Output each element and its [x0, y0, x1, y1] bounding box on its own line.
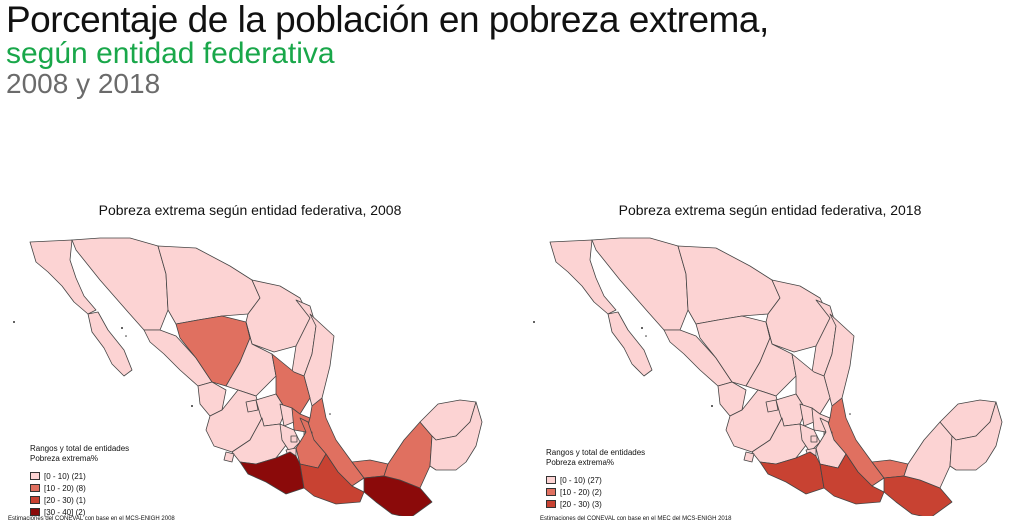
page-years: 2008 y 2018: [6, 68, 161, 99]
state-cdmx: [810, 435, 818, 443]
map-islands-2008: [13, 321, 331, 415]
legend-swatch: [30, 496, 40, 504]
legend-swatch: [546, 500, 556, 508]
state-aguascalientes: [245, 399, 259, 413]
legend-title-2008: Rangos y total de entidades: [30, 444, 130, 453]
legend-label: [30 - 40] (2): [44, 507, 86, 517]
legend-item: [10 - 20) (8): [30, 482, 129, 494]
state-quintana-roo: [949, 401, 1003, 471]
state-chihuahua: [677, 245, 781, 325]
legend-subtitle-2008: Pobreza extrema%: [30, 454, 99, 463]
legend-title-2018: Rangos y total de entidades: [546, 448, 646, 457]
legend-label: [20 - 30) (1): [44, 495, 86, 505]
state-chihuahua: [157, 245, 261, 325]
legend-swatch: [30, 472, 40, 480]
state-sonora: [71, 237, 169, 331]
legend-swatch: [546, 476, 556, 484]
source-note-2008: Estimaciones del CONEVAL con base en el …: [8, 516, 175, 522]
map-islands-2018: [533, 321, 851, 415]
legend-item: [20 - 30) (3): [546, 498, 645, 510]
legend-items-2018: [0 - 10) (27) [10 - 20) (2) [20 - 30) (3): [546, 474, 645, 510]
map-panel-2008: Pobreza extrema según entidad federativa…: [0, 196, 500, 532]
state-campeche: [383, 421, 433, 489]
state-baja-california: [549, 239, 617, 315]
state-sonora: [591, 237, 689, 331]
state-estado-de-mexico: [279, 423, 301, 453]
legend-swatch: [30, 508, 40, 516]
state-quintana-roo: [429, 401, 483, 471]
legend-label: [0 - 10) (21): [44, 471, 86, 481]
legend-label: [10 - 20) (2): [560, 487, 602, 497]
page-subtitle: según entidad federativa: [6, 37, 335, 70]
legend-item: [0 - 10) (27): [546, 474, 645, 486]
state-colima: [223, 451, 235, 463]
map-title-2008: Pobreza extrema según entidad federativa…: [98, 202, 402, 218]
mexico-map-2018: [533, 237, 1003, 516]
title-block: Porcentaje de la población en pobreza ex…: [6, 0, 769, 100]
legend-item: [30 - 40] (2): [30, 506, 129, 518]
legend-items-2008: [0 - 10) (21) [10 - 20) (8) [20 - 30) (1) […: [30, 470, 129, 518]
map-title-2018: Pobreza extrema según entidad federativa…: [618, 202, 922, 218]
state-estado-de-mexico: [799, 423, 821, 453]
legend-item: [20 - 30) (1): [30, 494, 129, 506]
state-baja-california: [29, 239, 97, 315]
legend-item: [0 - 10) (21): [30, 470, 129, 482]
legend-subtitle-2018: Pobreza extrema%: [546, 458, 615, 467]
source-note-2018: Estimaciones del CONEVAL con base en el …: [540, 516, 732, 522]
state-aguascalientes: [765, 399, 779, 413]
legend-swatch: [30, 484, 40, 492]
legend-label: [10 - 20) (8): [44, 483, 86, 493]
legend-2008: Rangos y total de entidades Pobreza extr…: [30, 444, 129, 518]
state-coahuila: [245, 279, 311, 353]
legend-label: [20 - 30) (3): [560, 499, 602, 509]
legend-item: [10 - 20) (2): [546, 486, 645, 498]
legend-2018: Rangos y total de entidades Pobreza extr…: [546, 448, 645, 510]
state-campeche: [903, 421, 953, 489]
state-baja-california-sur: [87, 311, 133, 377]
legend-label: [0 - 10) (27): [560, 475, 602, 485]
page-title: Porcentaje de la población en pobreza ex…: [6, 0, 769, 40]
state-colima: [743, 451, 755, 463]
map-panel-2018: Pobreza extrema según entidad federativa…: [520, 196, 1020, 532]
state-baja-california-sur: [607, 311, 653, 377]
mexico-map-2008: [13, 237, 483, 516]
state-cdmx: [290, 435, 298, 443]
legend-swatch: [546, 488, 556, 496]
state-coahuila: [765, 279, 831, 353]
